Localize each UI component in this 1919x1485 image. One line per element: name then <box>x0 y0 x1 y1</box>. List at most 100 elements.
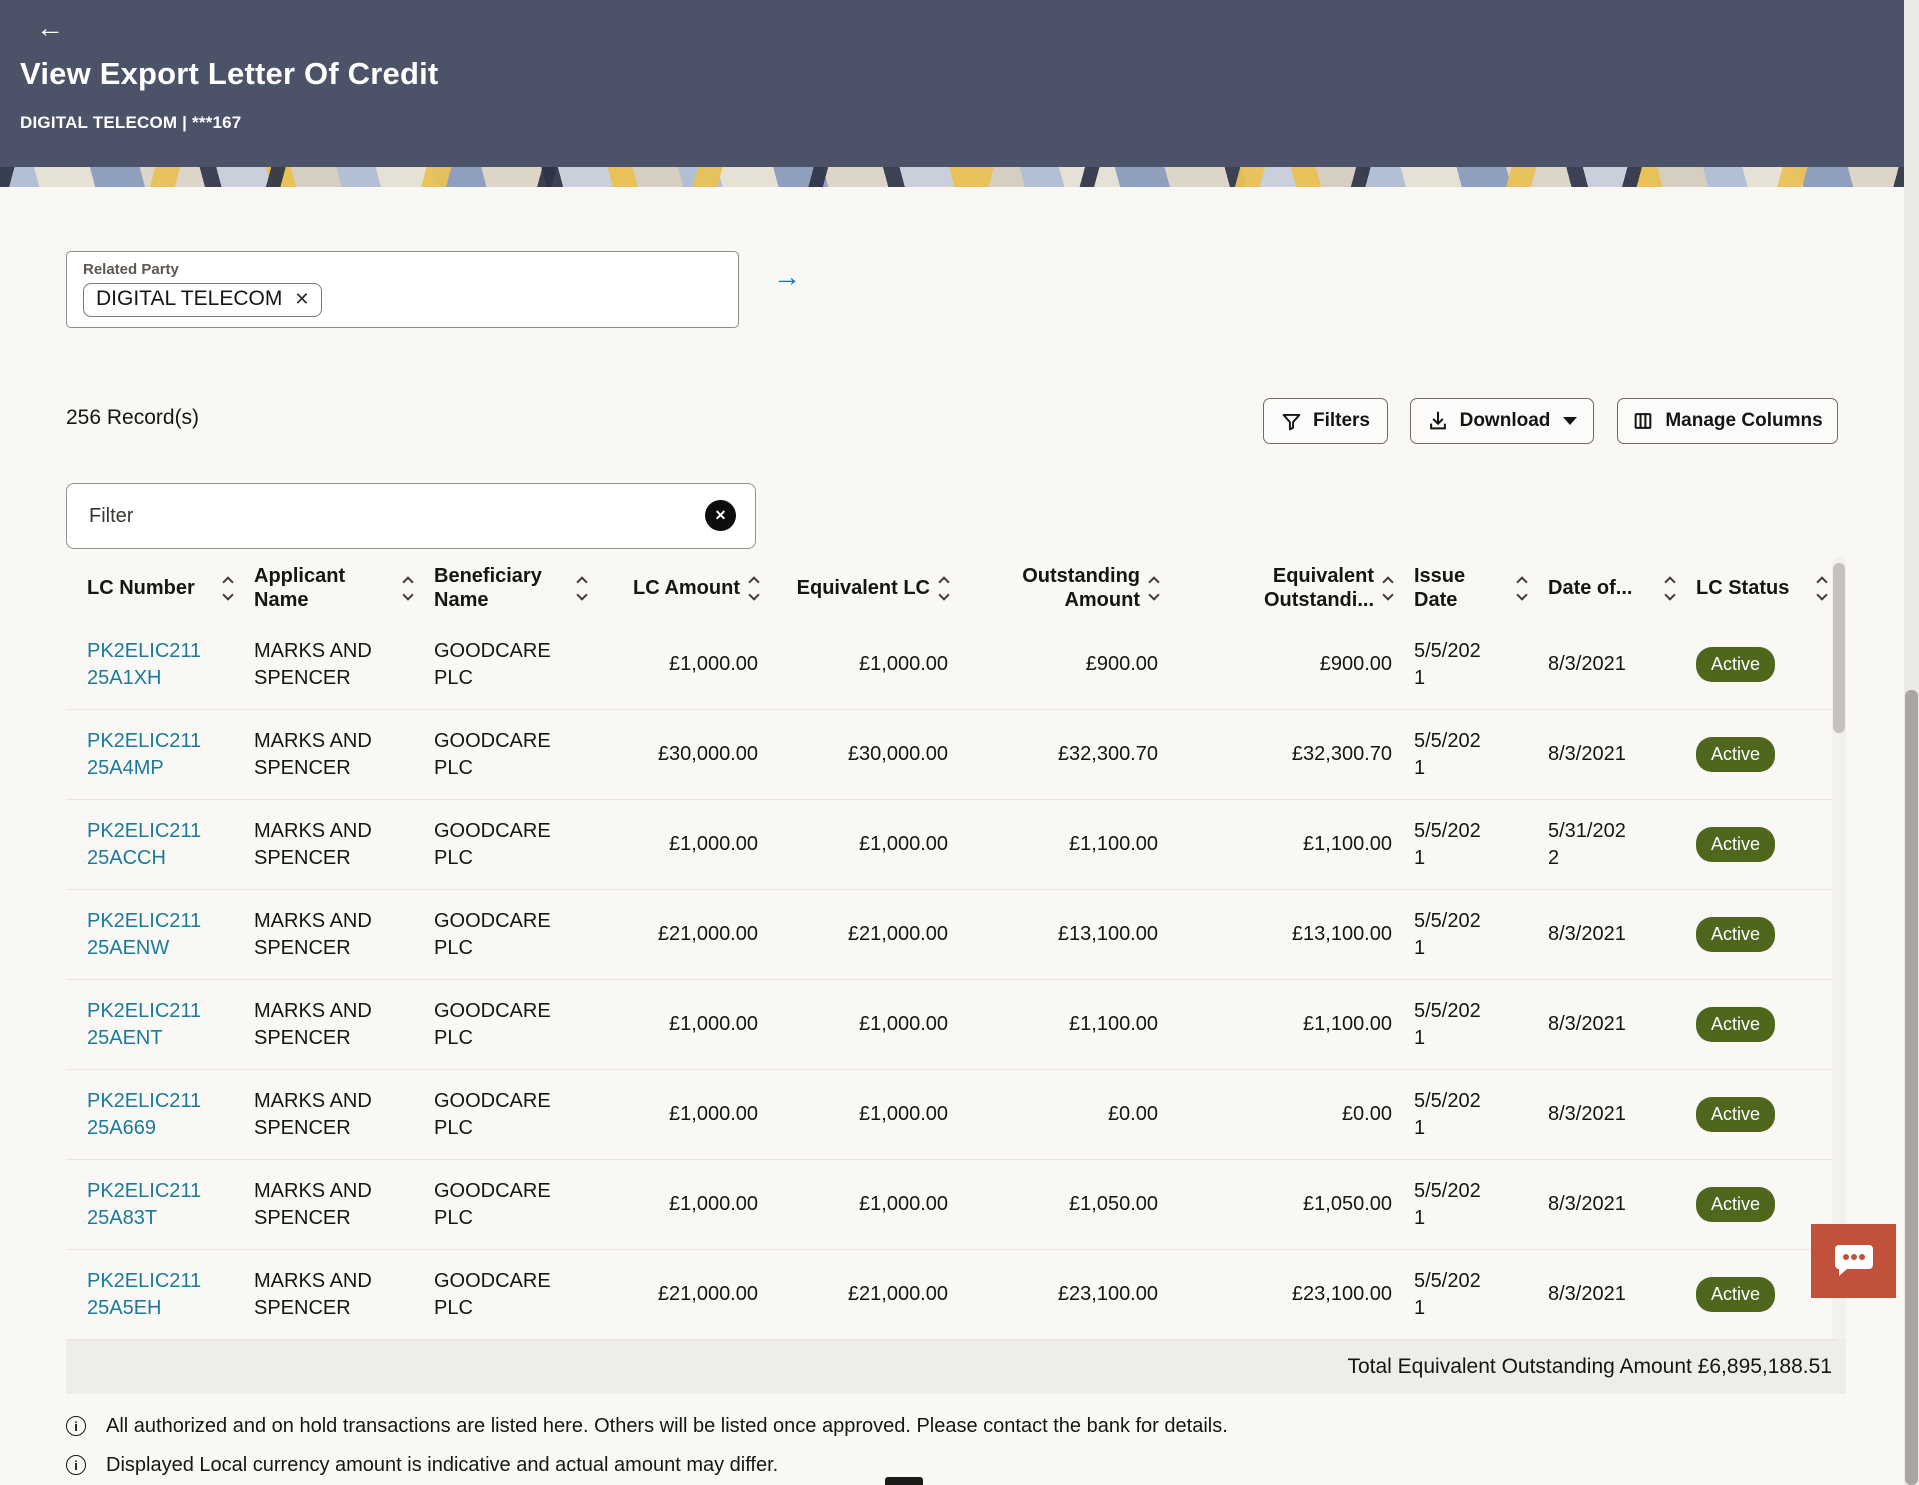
cell-date_of: 5/31/2022 <box>1548 818 1674 872</box>
filters-button[interactable]: Filters <box>1263 398 1388 444</box>
cell-lc_amount: £1,000.00 <box>669 1193 758 1215</box>
cell-equivalent_lc: £21,000.00 <box>847 1283 948 1305</box>
date-value: 8/3/2021 <box>1548 1103 1626 1125</box>
download-button[interactable]: Download <box>1410 398 1594 444</box>
sort-icon[interactable] <box>1148 576 1160 601</box>
cell-status: Active <box>1696 1006 1826 1043</box>
download-icon <box>1427 410 1449 432</box>
cell-equivalent_outstanding: £900.00 <box>1319 653 1392 675</box>
column-header-status[interactable]: LC Status <box>1696 576 1828 601</box>
cell-lc_number: PK2ELIC21125A4MP <box>87 728 232 782</box>
column-header-issue_date[interactable]: Issue Date <box>1414 565 1528 612</box>
table-scrollbar[interactable] <box>1832 557 1846 1340</box>
page-scrollbar[interactable] <box>1904 0 1919 1485</box>
cell-outstanding: £0.00 <box>1107 1103 1158 1125</box>
column-header-equivalent_outstanding[interactable]: Equivalent Outstandi... <box>1180 565 1394 612</box>
table-row: PK2ELIC21125ACCH MARKS AND SPENCER GOODCAR… <box>66 800 1846 890</box>
cell-beneficiary: GOODCARE PLC <box>434 909 551 959</box>
sort-icon[interactable] <box>576 576 588 601</box>
note-authorized-transactions: i All authorized and on hold transaction… <box>66 1415 1228 1438</box>
cell-beneficiary: GOODCARE PLC <box>434 1269 551 1319</box>
date-value: 5/5/2021 <box>1414 909 1481 959</box>
back-arrow-icon[interactable]: ← <box>36 12 64 43</box>
cell-issue_date: 5/5/2021 <box>1414 908 1526 962</box>
table-footer-total: Total Equivalent Outstanding Amount £6,8… <box>66 1340 1846 1394</box>
column-header-date_of[interactable]: Date of... <box>1548 576 1676 601</box>
info-icon: i <box>66 1416 86 1436</box>
lc-number-link[interactable]: PK2ELIC21125ACCH <box>87 819 202 869</box>
related-party-label: Related Party <box>83 261 179 278</box>
lc-number-link[interactable]: PK2ELIC21125A1XH <box>87 639 202 689</box>
sort-icon[interactable] <box>222 576 234 601</box>
status-badge: Active <box>1696 1096 1776 1133</box>
cell-issue_date: 5/5/2021 <box>1414 998 1526 1052</box>
table-row: PK2ELIC21125A4MP MARKS AND SPENCER GOODCAR… <box>66 710 1846 800</box>
table-row: PK2ELIC21125A669 MARKS AND SPENCER GOODCAR… <box>66 1070 1846 1160</box>
status-badge: Active <box>1696 736 1776 773</box>
chevron-down-icon <box>1563 417 1578 425</box>
note-text: All authorized and on hold transactions … <box>106 1415 1228 1437</box>
column-header-label: LC Amount <box>632 576 740 599</box>
cell-equivalent_outstanding: £32,300.70 <box>1291 743 1392 765</box>
lc-number-link[interactable]: PK2ELIC21125A83T <box>87 1179 202 1229</box>
chat-bubble-icon <box>1833 1242 1875 1281</box>
sort-icon[interactable] <box>1516 576 1528 601</box>
lc-number-link[interactable]: PK2ELIC21125AENW <box>87 909 202 959</box>
apply-filter-arrow-icon[interactable]: → <box>773 261 801 292</box>
lc-number-link[interactable]: PK2ELIC21125AENT <box>87 999 202 1049</box>
cell-beneficiary: GOODCARE PLC <box>434 819 551 869</box>
cell-equivalent_lc: £1,000.00 <box>859 833 948 855</box>
manage-columns-button-label: Manage Columns <box>1665 410 1823 431</box>
cell-lc_amount: £1,000.00 <box>669 833 758 855</box>
filters-button-label: Filters <box>1312 410 1371 431</box>
related-party-chip[interactable]: DIGITAL TELECOM ✕ <box>83 283 323 317</box>
cell-lc_number: PK2ELIC21125A1XH <box>87 638 232 692</box>
lc-number-link[interactable]: PK2ELIC21125A5EH <box>87 1269 202 1319</box>
chat-button[interactable] <box>1811 1224 1896 1298</box>
sort-icon[interactable] <box>938 576 950 601</box>
status-badge: Active <box>1696 1276 1776 1313</box>
date-value: 5/5/2021 <box>1414 1089 1481 1139</box>
download-button-label: Download <box>1459 410 1551 431</box>
cell-lc_number: PK2ELIC21125A5EH <box>87 1268 232 1322</box>
page-scrollbar-thumb[interactable] <box>1905 690 1918 1485</box>
table-row: PK2ELIC21125A83T MARKS AND SPENCER GOODCAR… <box>66 1160 1846 1250</box>
table-row: PK2ELIC21125AENW MARKS AND SPENCER GOODCAR… <box>66 890 1846 980</box>
column-header-equivalent_lc[interactable]: Equivalent LC <box>780 576 950 601</box>
sort-icon[interactable] <box>402 576 414 601</box>
cell-date_of: 8/3/2021 <box>1548 1101 1674 1128</box>
sort-icon[interactable] <box>1382 576 1394 601</box>
sort-icon[interactable] <box>1664 576 1676 601</box>
lc-number-link[interactable]: PK2ELIC21125A669 <box>87 1089 202 1139</box>
date-value: 5/5/2021 <box>1414 819 1481 869</box>
column-header-lc_number[interactable]: LC Number <box>87 576 234 601</box>
cell-issue_date: 5/5/2021 <box>1414 1088 1526 1142</box>
cell-issue_date: 5/5/2021 <box>1414 1268 1526 1322</box>
clear-filter-icon[interactable]: ✕ <box>705 500 736 531</box>
cell-beneficiary: GOODCARE PLC <box>434 1179 551 1229</box>
decorative-banner <box>0 167 1919 187</box>
cell-applicant: MARKS AND SPENCER <box>254 819 372 869</box>
column-header-lc_amount[interactable]: LC Amount <box>608 576 760 601</box>
date-value: 8/3/2021 <box>1548 1193 1626 1215</box>
cell-status: Active <box>1696 826 1826 863</box>
column-header-beneficiary[interactable]: Beneficiary Name <box>434 565 588 612</box>
cell-outstanding: £32,300.70 <box>1057 743 1158 765</box>
cell-equivalent_lc: £30,000.00 <box>847 743 948 765</box>
column-header-applicant[interactable]: Applicant Name <box>254 565 414 612</box>
page-header: ← View Export Letter Of Credit DIGITAL T… <box>0 0 1919 167</box>
column-header-label: Date of... <box>1548 576 1633 599</box>
filter-input[interactable] <box>66 483 756 549</box>
cell-applicant: MARKS AND SPENCER <box>254 1089 372 1139</box>
cell-equivalent_outstanding: £1,100.00 <box>1303 1013 1392 1035</box>
manage-columns-button[interactable]: Manage Columns <box>1617 398 1838 444</box>
related-party-field[interactable]: Related Party DIGITAL TELECOM ✕ <box>66 251 739 328</box>
cell-lc_amount: £21,000.00 <box>657 1283 758 1305</box>
sort-icon[interactable] <box>1816 576 1828 601</box>
lc-number-link[interactable]: PK2ELIC21125A4MP <box>87 729 202 779</box>
table-scrollbar-thumb[interactable] <box>1833 563 1845 733</box>
chip-remove-icon[interactable]: ✕ <box>294 288 310 309</box>
column-header-outstanding[interactable]: Outstanding Amount <box>970 565 1160 612</box>
sort-icon[interactable] <box>748 576 760 601</box>
cell-lc_amount: £30,000.00 <box>657 743 758 765</box>
